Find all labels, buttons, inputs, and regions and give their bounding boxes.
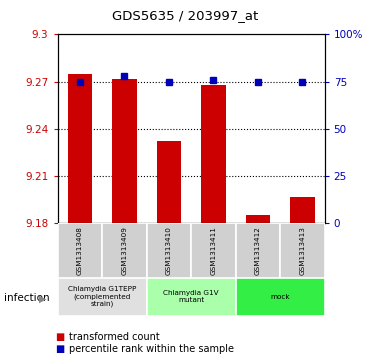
- Bar: [102, 223, 147, 278]
- Text: GSM1313413: GSM1313413: [299, 226, 305, 275]
- Bar: [280, 223, 325, 278]
- Bar: [147, 223, 191, 278]
- Bar: [236, 278, 325, 316]
- Text: ■: ■: [55, 344, 64, 354]
- Bar: [58, 223, 102, 278]
- Text: GSM1313410: GSM1313410: [166, 226, 172, 275]
- Text: Chlamydia G1V
mutant: Chlamydia G1V mutant: [163, 290, 219, 303]
- Bar: [246, 215, 270, 223]
- Bar: [191, 223, 236, 278]
- Text: GSM1313409: GSM1313409: [121, 226, 127, 275]
- Text: GSM1313412: GSM1313412: [255, 226, 261, 275]
- Text: GSM1313411: GSM1313411: [210, 226, 216, 275]
- Bar: [58, 278, 147, 316]
- Text: mock: mock: [270, 294, 290, 300]
- Text: percentile rank within the sample: percentile rank within the sample: [69, 344, 234, 354]
- Bar: [290, 196, 315, 223]
- Text: GDS5635 / 203997_at: GDS5635 / 203997_at: [112, 9, 259, 22]
- Text: ■: ■: [55, 332, 64, 342]
- Text: transformed count: transformed count: [69, 332, 160, 342]
- Text: Chlamydia G1TEPP
(complemented
strain): Chlamydia G1TEPP (complemented strain): [68, 286, 136, 307]
- Bar: [112, 78, 137, 223]
- Text: infection: infection: [4, 293, 49, 303]
- Bar: [147, 278, 236, 316]
- Bar: [201, 85, 226, 223]
- Bar: [157, 142, 181, 223]
- Bar: [68, 74, 92, 223]
- Text: ▶: ▶: [39, 293, 46, 303]
- Text: GSM1313408: GSM1313408: [77, 226, 83, 275]
- Bar: [236, 223, 280, 278]
